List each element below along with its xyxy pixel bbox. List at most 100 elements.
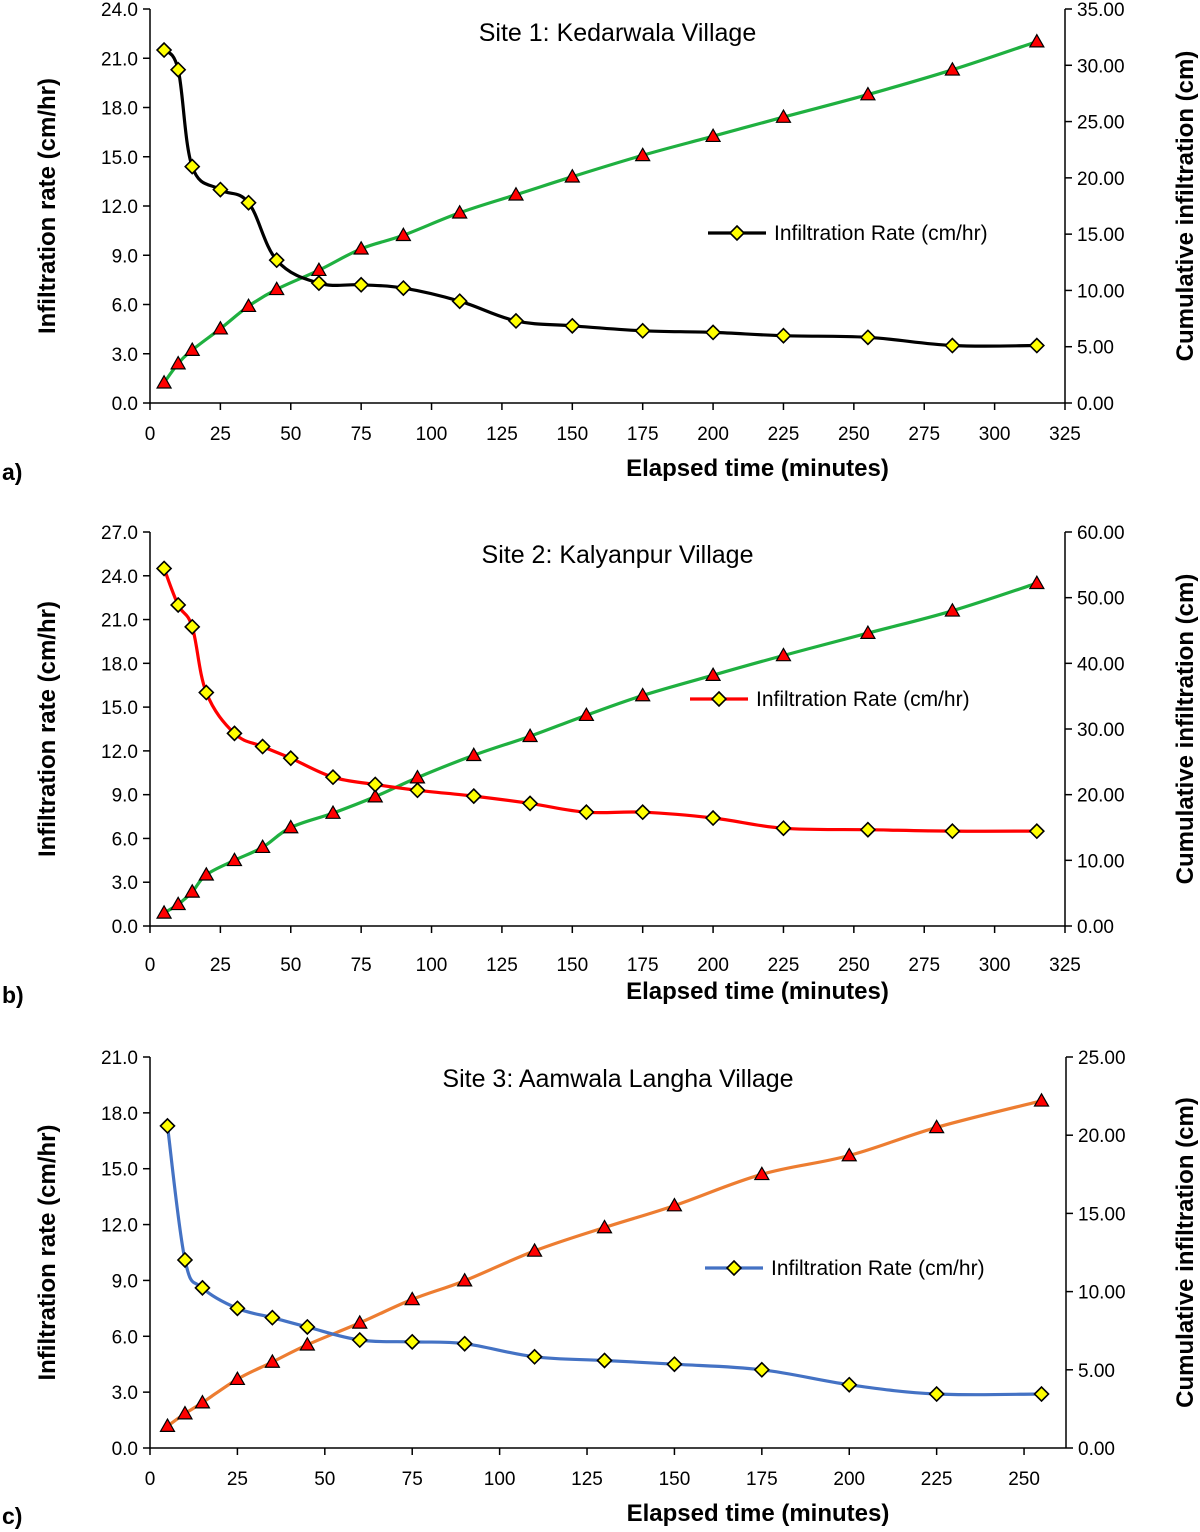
series-line [162, 48, 1039, 348]
y2-tick-label: 5.00 [1078, 1361, 1115, 1382]
data-point [240, 194, 257, 211]
x-tick-label: 0 [145, 424, 156, 445]
data-point [170, 61, 187, 78]
y2-tick-label: 20.00 [1077, 786, 1125, 807]
x-axis-title: Elapsed time (minutes) [627, 1500, 890, 1527]
data-point [367, 776, 384, 793]
legend: Infiltration Rate (cm/hr) [690, 688, 970, 711]
y2-tick-label: 50.00 [1077, 589, 1125, 610]
y-tick-label: 24.0 [101, 567, 138, 588]
data-point [775, 108, 792, 123]
x-tick-label: 200 [697, 955, 729, 976]
x-tick-label: 25 [210, 955, 231, 976]
data-point [704, 324, 722, 341]
x-tick-label: 175 [746, 1469, 778, 1490]
y-tick-label: 3.0 [112, 345, 138, 366]
chart-panel-2: 0 25 50 75 100 125 150 175 200 225 250 275 300 325 0.0… [2, 523, 1199, 1008]
y2-tick-label: 10.00 [1077, 281, 1125, 302]
y2-tick-label: 0.00 [1078, 1439, 1115, 1460]
data-point [928, 1119, 945, 1134]
data-point [859, 624, 876, 639]
x-tick-label: 325 [1049, 424, 1081, 445]
y2-axis-title: Cumulative infiltration (cm) [1172, 574, 1199, 885]
y-tick-label: 3.0 [112, 873, 138, 894]
data-point [465, 747, 482, 762]
data-point [564, 168, 581, 183]
data-point [268, 252, 285, 269]
legend-label: Infiltration Rate (cm/hr) [771, 1257, 985, 1280]
y-tick-label: 21.0 [101, 49, 138, 70]
data-point [159, 1417, 176, 1432]
x-tick-label: 75 [351, 955, 372, 976]
data-point [170, 596, 187, 614]
data-point [753, 1166, 770, 1181]
data-point [456, 1272, 473, 1287]
data-point [156, 374, 173, 389]
data-point [666, 1197, 683, 1212]
data-point [240, 297, 257, 313]
legend-marker [725, 1259, 743, 1277]
series-infiltration-rate [155, 560, 1045, 840]
data-point [155, 41, 173, 59]
data-point [564, 317, 581, 334]
data-point [176, 1251, 194, 1269]
data-point [194, 1394, 211, 1409]
data-point [184, 618, 201, 635]
data-point [212, 320, 229, 335]
x-tick-label: 250 [838, 955, 870, 976]
data-point [859, 329, 877, 346]
data-point [226, 725, 243, 742]
data-point [521, 795, 539, 812]
y-tick-label: 18.0 [101, 654, 138, 675]
series-cumulative [156, 33, 1045, 389]
y2-tick-label: 0.00 [1077, 394, 1114, 415]
series-line [162, 581, 1039, 915]
y-tick-label: 0.0 [112, 394, 138, 415]
y2-tick-label: 30.00 [1077, 56, 1125, 77]
data-point [666, 1356, 683, 1373]
y-tick-label: 15.0 [101, 148, 138, 169]
data-point [634, 322, 651, 339]
y-axis-title: Infiltration rate (cm/hr) [34, 601, 61, 857]
y2-tick-label: 25.00 [1077, 113, 1125, 134]
data-point [705, 127, 722, 143]
x-tick-label: 300 [979, 424, 1011, 445]
data-point [944, 602, 961, 617]
series-cumulative [159, 1092, 1050, 1432]
x-tick-label: 50 [280, 955, 301, 976]
data-point [299, 1318, 316, 1336]
y-tick-label: 12.0 [101, 742, 138, 763]
data-point [578, 707, 595, 722]
y2-axis-title: Cumulative infiltration (cm) [1172, 1097, 1199, 1408]
y-tick-label: 15.0 [101, 1160, 138, 1181]
data-point [351, 1314, 368, 1329]
x-tick-label: 75 [402, 1469, 423, 1490]
y-tick-label: 6.0 [112, 829, 138, 850]
x-tick-label: 125 [571, 1469, 603, 1490]
x-tick-label: 0 [145, 955, 156, 976]
chart-title: Site 1: Kedarwala Village [479, 19, 757, 47]
data-point [395, 227, 412, 242]
y2-tick-label: 30.00 [1077, 720, 1125, 741]
x-tick-label: 300 [979, 955, 1011, 976]
data-point [155, 560, 173, 577]
legend-label: Infiltration Rate (cm/hr) [774, 222, 988, 245]
y-axis-title: Infiltration rate (cm/hr) [34, 78, 61, 334]
data-point [226, 852, 243, 867]
data-point [404, 1291, 421, 1306]
data-point [944, 823, 961, 840]
data-point [367, 788, 384, 803]
data-point [775, 647, 792, 662]
y-tick-label: 15.0 [101, 698, 138, 719]
data-point [184, 341, 201, 356]
chart-title: Site 3: Aamwala Langha Village [442, 1065, 793, 1093]
y-tick-label: 12.0 [101, 1216, 138, 1237]
x-tick-label: 250 [838, 424, 870, 445]
data-point [395, 279, 412, 297]
data-point [264, 1309, 281, 1326]
y2-tick-label: 20.00 [1078, 1126, 1126, 1147]
data-point [324, 804, 342, 819]
data-point [353, 240, 370, 255]
y2-tick-label: 15.00 [1077, 225, 1125, 246]
y-tick-label: 0.0 [112, 1439, 138, 1460]
